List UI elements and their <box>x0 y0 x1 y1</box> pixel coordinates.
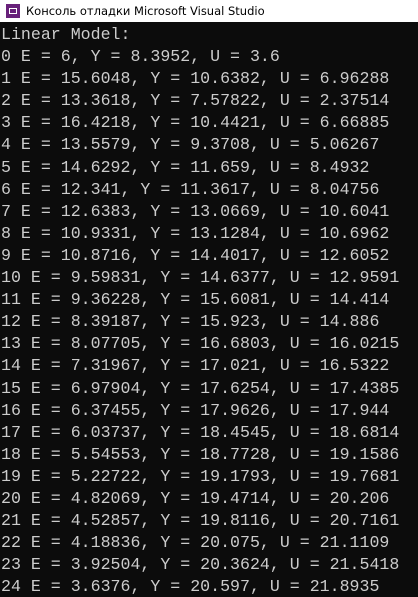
window-title: Консоль отладки Microsoft Visual Studio <box>26 4 265 18</box>
console-line: 1 E = 15.6048, Y = 10.6382, U = 6.96288 <box>1 69 390 89</box>
console-line: Linear Model: <box>1 25 131 44</box>
title-bar: Консоль отладки Microsoft Visual Studio <box>0 0 418 22</box>
console-line: 22 E = 4.18836, Y = 20.075, U = 21.1109 <box>1 533 390 553</box>
console-line: 4 E = 13.5579, Y = 9.3708, U = 5.06267 <box>1 135 380 155</box>
console-line: 15 E = 6.97904, Y = 17.6254, U = 17.4385 <box>1 378 400 398</box>
console-line: 5 E = 14.6292, Y = 11.659, U = 8.4932 <box>1 157 370 177</box>
console-output: Linear Model: 0 E = 6, Y = 8.3952, U = 3.… <box>0 22 418 597</box>
console-line: 2 E = 13.3618, Y = 7.57822, U = 2.37514 <box>1 91 390 111</box>
console-line: 19 E = 5.22722, Y = 19.1793, U = 19.7681 <box>1 466 400 486</box>
console-line: 16 E = 6.37455, Y = 17.9626, U = 17.944 <box>1 400 390 420</box>
app-icon <box>6 4 20 18</box>
console-line: 13 E = 8.07705, Y = 16.6803, U = 16.0215 <box>1 334 400 354</box>
console-line: 12 E = 8.39187, Y = 15.923, U = 14.886 <box>1 312 380 332</box>
console-line: 7 E = 12.6383, Y = 13.0669, U = 10.6041 <box>1 201 390 221</box>
console-line: 17 E = 6.03737, Y = 18.4545, U = 18.6814 <box>1 422 400 442</box>
console-line: 0 E = 6, Y = 8.3952, U = 3.6 <box>1 47 280 67</box>
console-line: 6 E = 12.341, Y = 11.3617, U = 8.04756 <box>1 179 380 199</box>
console-line: 23 E = 3.92504, Y = 20.3624, U = 21.5418 <box>1 555 400 575</box>
console-line: 10 E = 9.59831, Y = 14.6377, U = 12.9591 <box>1 268 400 288</box>
console-line: 24 E = 3.6376, Y = 20.597, U = 21.8935 <box>1 577 380 597</box>
console-line: 11 E = 9.36228, Y = 15.6081, U = 14.414 <box>1 290 390 310</box>
console-line: 8 E = 10.9331, Y = 13.1284, U = 10.6962 <box>1 223 390 243</box>
console-line: 9 E = 10.8716, Y = 14.4017, U = 12.6052 <box>1 245 390 265</box>
console-line: 18 E = 5.54553, Y = 18.7728, U = 19.1586 <box>1 444 400 464</box>
console-line: 20 E = 4.82069, Y = 19.4714, U = 20.206 <box>1 488 390 508</box>
console-line: 14 E = 7.31967, Y = 17.021, U = 16.5322 <box>1 356 390 376</box>
console-line: 21 E = 4.52857, Y = 19.8116, U = 20.7161 <box>1 511 400 531</box>
console-line: 3 E = 16.4218, Y = 10.4421, U = 6.66885 <box>1 113 390 133</box>
